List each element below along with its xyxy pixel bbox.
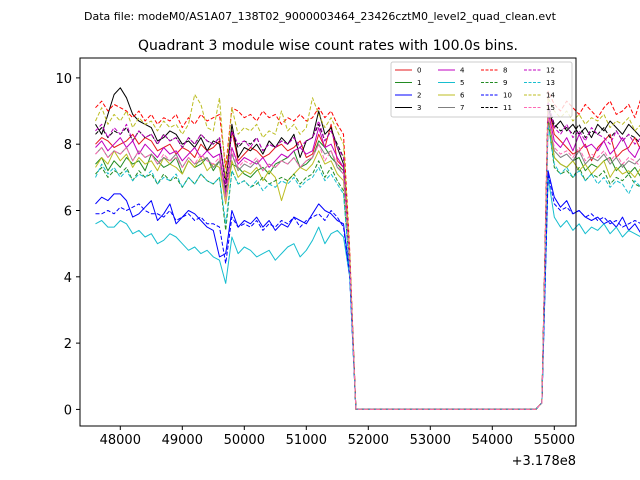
series-line-15: [95, 113, 640, 410]
x-offset-label: +3.178e8: [512, 454, 576, 469]
legend-label-7: 7: [460, 104, 464, 112]
legend-label-11: 11: [503, 104, 512, 112]
legend-label-0: 0: [417, 67, 421, 75]
series-line-2: [95, 170, 640, 410]
series-line-3: [95, 87, 640, 410]
series-line-0: [95, 103, 640, 410]
x-tick-label-0: 48000: [100, 433, 141, 448]
y-tick-label-3: 6: [64, 205, 72, 220]
axes-layer: 48000 49000 50000 51000 52000 53000 54000 55000…: [55, 72, 575, 448]
x-tick-label-5: 53000: [410, 433, 451, 448]
y-tick-label-2: 4: [64, 271, 72, 286]
series-layer: [95, 87, 640, 410]
legend-label-12: 12: [546, 67, 555, 75]
series-line-9: [95, 120, 640, 410]
legend-label-1: 1: [417, 79, 421, 87]
plot-frame: [79, 57, 577, 427]
legend-label-15: 15: [546, 104, 555, 112]
legend-label-3: 3: [417, 104, 421, 112]
x-tick-label-7: 55000: [534, 433, 575, 448]
y-tick-label-0: 0: [64, 403, 72, 418]
legend-label-9: 9: [503, 79, 507, 87]
series-line-11: [95, 103, 640, 410]
legend-label-6: 6: [460, 92, 465, 100]
x-tick-label-2: 50000: [224, 433, 265, 448]
legend-label-13: 13: [546, 79, 555, 87]
series-line-14: [95, 94, 640, 410]
x-tick-label-6: 54000: [472, 433, 513, 448]
x-tick-label-3: 51000: [286, 433, 327, 448]
y-tick-label-1: 2: [64, 337, 72, 352]
legend-label-5: 5: [460, 79, 464, 87]
legend-label-4: 4: [460, 67, 465, 75]
legend-label-8: 8: [503, 67, 507, 75]
legend-label-14: 14: [546, 92, 555, 100]
series-line-5: [95, 176, 640, 410]
legend-label-2: 2: [417, 92, 421, 100]
series-line-12: [95, 100, 640, 410]
series-line-13: [95, 123, 640, 410]
legend-box: [390, 61, 573, 118]
x-tick-label-1: 49000: [162, 433, 203, 448]
series-line-10: [95, 173, 640, 410]
legend-label-10: 10: [503, 92, 512, 100]
y-tick-label-4: 8: [64, 138, 72, 153]
data-file-header: Data file: modeM0/AS1A07_138T02_90000034…: [84, 10, 557, 23]
x-tick-label-4: 52000: [348, 433, 389, 448]
y-tick-label-5: 10: [55, 72, 72, 87]
chart-title: Quadrant 3 module wise count rates with …: [138, 38, 518, 54]
